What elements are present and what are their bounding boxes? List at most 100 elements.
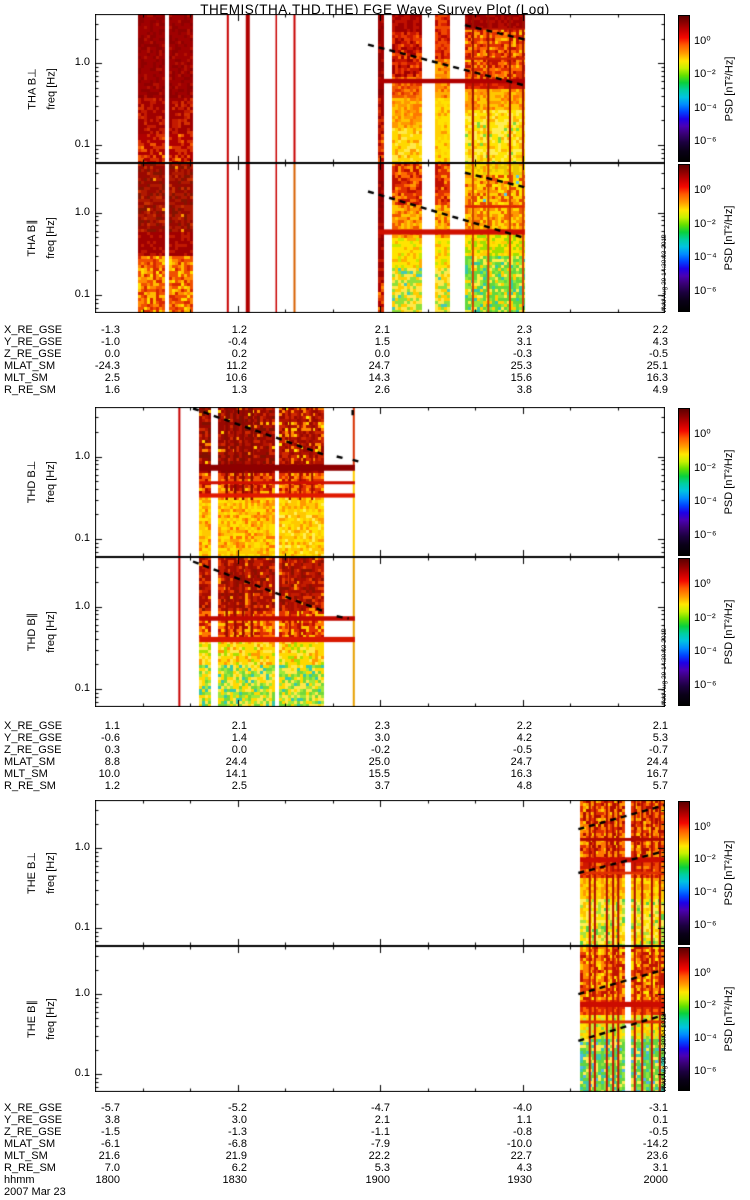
- ephemeris-value: 2.1: [374, 324, 390, 336]
- spectrogram-canvas-thd-bpar: [95, 557, 665, 707]
- ephemeris-value: 2.2: [516, 720, 532, 732]
- time-tick-label: 2000: [643, 1174, 668, 1186]
- psd-colorbar-tick-label: 10⁻²: [694, 68, 716, 81]
- ephemeris-value: 1.2: [231, 324, 247, 336]
- ephemeris-value: 1.1: [104, 720, 120, 732]
- spectrogram-canvas-tha-bperp: [95, 14, 665, 163]
- ephemeris-value: -4.7: [371, 1102, 390, 1114]
- ephemeris-value: -10.0: [506, 1138, 532, 1150]
- freq-tick-label: 0.1: [74, 532, 90, 544]
- ephemeris-value: -0.5: [649, 1126, 668, 1138]
- ephemeris-value: -14.2: [642, 1138, 668, 1150]
- ephemeris-value: 16.3: [646, 372, 668, 384]
- psd-colorbar-tick-label: 10⁻⁴: [694, 251, 717, 264]
- psd-colorbar-tick-label: 10⁻⁴: [694, 101, 717, 114]
- ephemeris-value: 16.7: [646, 768, 668, 780]
- ephemeris-value: 0.0: [104, 348, 120, 360]
- time-tick-label: 1800: [95, 1174, 120, 1186]
- ephemeris-label: X_RE_GSE: [4, 1102, 63, 1114]
- ephemeris-value: -5.2: [228, 1102, 247, 1114]
- panel-name-label: THA B∥: [26, 219, 38, 257]
- ephemeris-label: R_RE_SM: [4, 384, 56, 396]
- render-timestamp: Wed Aug 29 14:30:03 2012: [661, 234, 668, 313]
- freq-tick-label: 0.1: [74, 921, 90, 934]
- freq-tick-label: 0.1: [74, 138, 90, 151]
- ephemeris-value: 2.1: [374, 1114, 390, 1126]
- freq-tick-label: 1.0: [74, 987, 90, 1000]
- psd-colorbar-tick-label: 10⁻⁴: [694, 495, 717, 508]
- freq-axis-label: freq [Hz]: [45, 461, 57, 503]
- spectrogram-canvas-tha-bpar: [95, 163, 665, 313]
- psd-colorbar-tick-label: 10⁻²: [694, 461, 716, 474]
- ephemeris-value: 1.2: [104, 780, 120, 792]
- ephemeris-value: 0.1: [652, 1114, 668, 1126]
- ephemeris-value: -7.9: [371, 1138, 390, 1150]
- psd-axis-label: PSD [nT²/Hz]: [723, 205, 735, 271]
- ephemeris-value: 25.1: [646, 360, 668, 372]
- psd-axis-label: PSD [nT²/Hz]: [723, 599, 735, 665]
- ephemeris-value: -6.8: [228, 1138, 247, 1150]
- ephemeris-label: Y_RE_GSE: [4, 1114, 63, 1126]
- psd-colorbar-tick-label: 10⁻⁶: [694, 679, 717, 692]
- psd-colorbar-tick-label: 10⁰: [694, 184, 711, 197]
- freq-tick-label: 1.0: [74, 599, 90, 612]
- plot-title: THEMIS(THA,THD,THE) FGE Wave Survey Plot…: [200, 2, 550, 17]
- psd-colorbar: [678, 164, 690, 312]
- ephemeris-value: -0.6: [101, 732, 120, 744]
- freq-tick-label: 0.1: [74, 682, 90, 694]
- ephemeris-value: 25.3: [510, 360, 532, 372]
- ephemeris-value: 22.7: [510, 1150, 532, 1162]
- psd-colorbar-tick-label: 10⁻⁴: [694, 645, 717, 658]
- freq-tick-label: 0.1: [74, 1067, 90, 1080]
- ephemeris-value: 14.3: [368, 372, 390, 384]
- ephemeris-value: 15.6: [510, 372, 532, 384]
- ephemeris-value: -0.8: [513, 1126, 532, 1138]
- ephemeris-label: Z_RE_GSE: [4, 744, 62, 756]
- spectrogram-canvas-the-bpar: [95, 946, 665, 1092]
- freq-axis-label: freq [Hz]: [45, 67, 57, 110]
- ephemeris-value: 1.4: [231, 732, 247, 744]
- psd-axis-label: PSD [nT²/Hz]: [723, 986, 735, 1052]
- freq-axis-label: freq [Hz]: [45, 611, 57, 653]
- ephemeris-value: 21.6: [98, 1150, 120, 1162]
- freq-tick-label: 1.0: [74, 841, 90, 854]
- psd-colorbar-tick-label: 10⁻²: [694, 853, 716, 866]
- psd-colorbar: [678, 947, 690, 1091]
- psd-axis-label: PSD [nT²/Hz]: [723, 840, 735, 906]
- psd-colorbar-tick-label: 10⁻²: [694, 611, 716, 624]
- ephemeris-label: R_RE_SM: [4, 1162, 56, 1174]
- ephemeris-value: 3.0: [231, 1114, 247, 1126]
- psd-colorbar: [678, 408, 690, 556]
- ephemeris-value: 3.1: [516, 336, 532, 348]
- time-tick-label: 1830: [222, 1174, 247, 1186]
- ephemeris-value: 21.9: [225, 1150, 247, 1162]
- ephemeris-value: 2.5: [231, 780, 247, 792]
- ephemeris-value: 2.5: [104, 372, 120, 384]
- ephemeris-value: 0.3: [104, 744, 120, 756]
- psd-colorbar-tick-label: 10⁰: [694, 428, 711, 441]
- ephemeris-value: 2.2: [652, 324, 668, 336]
- ephemeris-value: 3.8: [516, 384, 532, 396]
- psd-colorbar-tick-label: 10⁰: [694, 35, 711, 48]
- ephemeris-value: 15.5: [368, 768, 390, 780]
- ephemeris-value: 5.7: [652, 780, 668, 792]
- psd-colorbar: [678, 15, 690, 162]
- ephemeris-value: 4.8: [516, 780, 532, 792]
- ephemeris-value: -6.1: [101, 1138, 120, 1150]
- date-label: 2007 Mar 23: [4, 1186, 66, 1198]
- render-timestamp: Wed Aug 29 14:30:02 2012: [661, 628, 668, 707]
- ephemeris-label: MLAT_SM: [4, 1138, 56, 1150]
- ephemeris-value: 3.0: [374, 732, 390, 744]
- psd-colorbar-tick-label: 10⁻²: [694, 217, 716, 230]
- ephemeris-value: 7.0: [104, 1162, 120, 1174]
- freq-axis-label: freq [Hz]: [45, 852, 57, 894]
- psd-colorbar-tick-label: 10⁻⁶: [694, 135, 717, 148]
- ephemeris-value: -1.3: [101, 324, 120, 336]
- ephemeris-value: 2.3: [516, 324, 532, 336]
- ephemeris-value: -1.3: [228, 1126, 247, 1138]
- ephemeris-value: 4.3: [516, 1162, 532, 1174]
- psd-axis-label: PSD [nT²/Hz]: [723, 56, 735, 121]
- ephemeris-value: 24.4: [225, 756, 247, 768]
- ephemeris-value: 5.3: [652, 732, 668, 744]
